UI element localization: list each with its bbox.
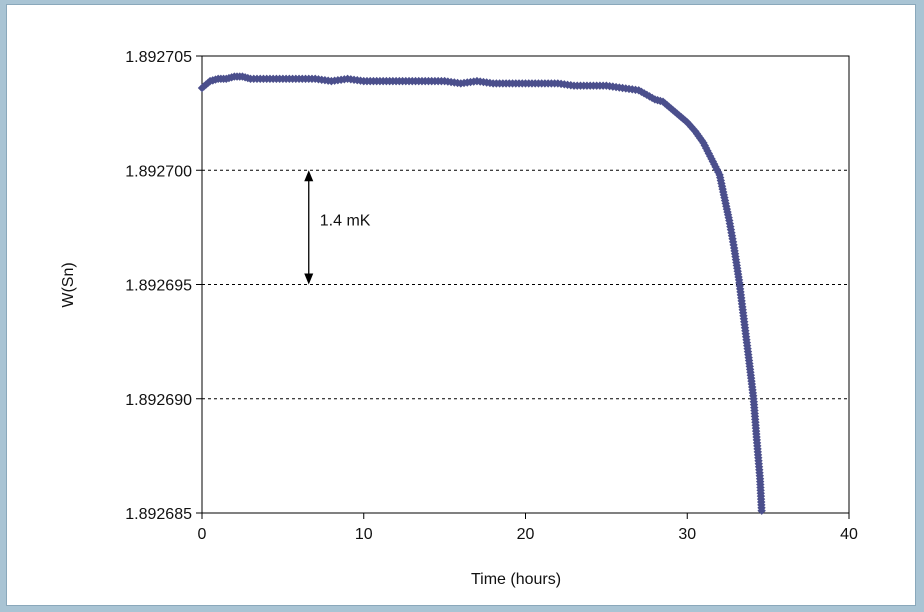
data-point [687,122,696,132]
data-point [648,93,657,103]
annotation: 1.4 mK [304,170,371,285]
y-tick-label: 1.892695 [125,278,192,295]
chart: 0 10 20 30 40 1.892685 1.892690 1.892695 1.8927… [60,49,858,588]
y-tick-label: 1.892705 [125,49,192,66]
x-tick-label: 10 [355,526,373,543]
data-point [634,86,643,95]
y-tick-label: 1.892690 [125,392,192,409]
y-tick-label: 1.892700 [125,163,192,180]
data-point [637,87,646,96]
data-point [757,506,766,515]
x-ticks: 0 10 20 30 40 [198,513,858,543]
y-tick-label: 1.892685 [125,506,192,523]
data-point [685,120,694,129]
data-point [689,124,698,134]
annotation-arrowhead-top [304,170,314,182]
x-tick-label: 0 [198,526,207,543]
chart-frame: 0 10 20 30 40 1.892685 1.892690 1.892695 1.8927… [6,4,916,606]
x-tick-label: 20 [517,526,535,543]
annotation-label: 1.4 mK [320,212,371,229]
x-axis-title: Time (hours) [471,571,561,588]
data-point [645,92,654,101]
x-tick-label: 30 [678,526,696,543]
data-points [197,72,766,515]
y-axis-title: W(Sn) [60,262,77,307]
y-ticks: 1.892685 1.892690 1.892695 1.892700 1.892705 [125,49,202,523]
x-tick-label: 40 [840,526,858,543]
data-point [639,89,649,98]
annotation-arrowhead-bottom [304,273,314,285]
